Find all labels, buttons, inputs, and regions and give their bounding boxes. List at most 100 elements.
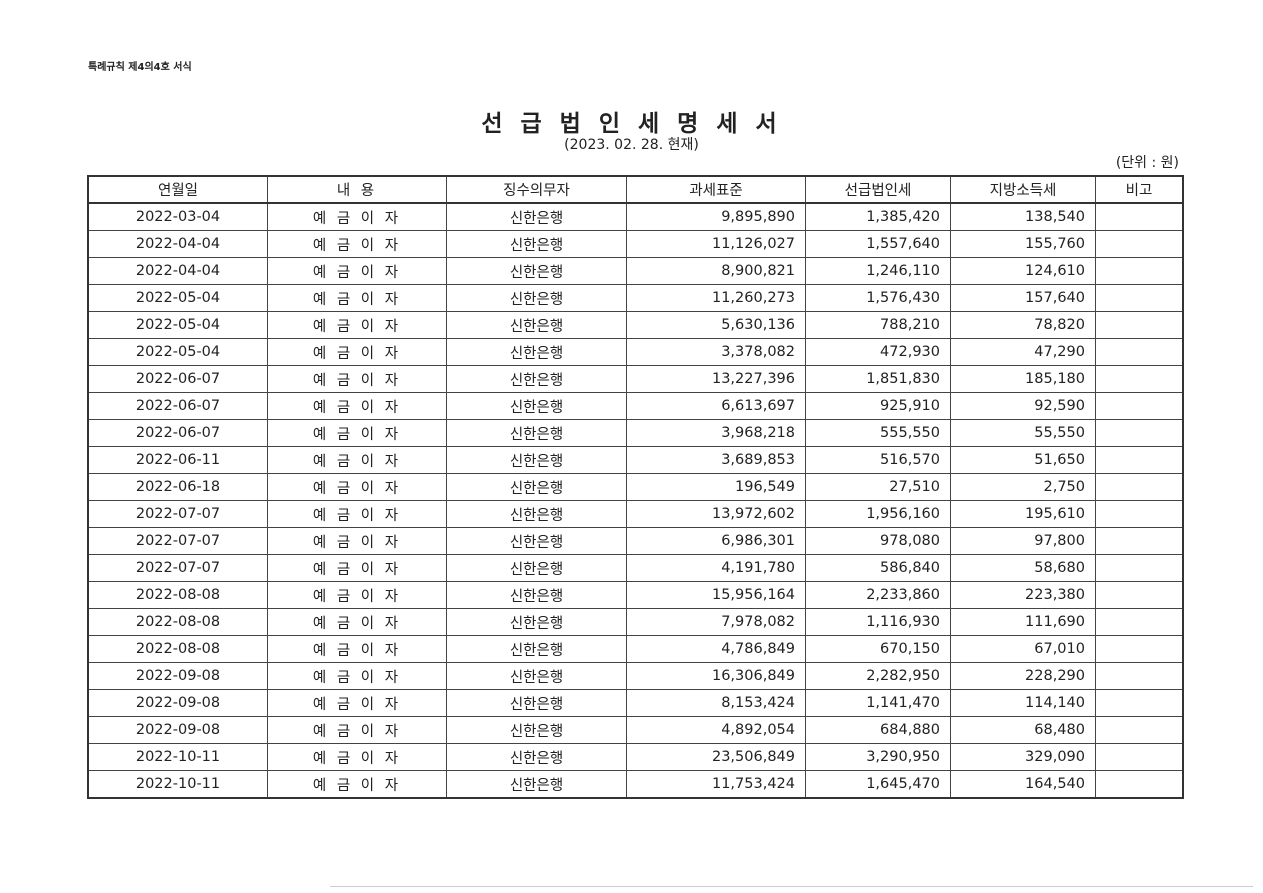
cell-tax-base: 23,506,849 (626, 743, 806, 771)
cell-remarks (1095, 527, 1184, 555)
table-row: 2022-10-11 예 금 이 자 신한은행 11,753,424 1,645,470… (87, 770, 1184, 799)
header-withholding-agent: 징수의무자 (446, 175, 627, 204)
cell-date: 2022-05-04 (87, 311, 268, 339)
cell-tax-base: 4,786,849 (626, 635, 806, 663)
cell-prepaid-corporate-tax: 684,880 (805, 716, 951, 744)
cell-local-income-tax: 67,010 (950, 635, 1096, 663)
cell-tax-base: 196,549 (626, 473, 806, 501)
cell-description: 예 금 이 자 (267, 419, 447, 447)
cell-tax-base: 15,956,164 (626, 581, 806, 609)
cell-local-income-tax: 329,090 (950, 743, 1096, 771)
cell-local-income-tax: 195,610 (950, 500, 1096, 528)
cell-tax-base: 3,968,218 (626, 419, 806, 447)
table-row: 2022-06-07 예 금 이 자 신한은행 13,227,396 1,851,830… (87, 365, 1184, 393)
cell-date: 2022-09-08 (87, 662, 268, 690)
table-row: 2022-05-04 예 금 이 자 신한은행 11,260,273 1,576,430… (87, 284, 1184, 312)
table-row: 2022-06-07 예 금 이 자 신한은행 3,968,218 555,550 55,… (87, 419, 1184, 447)
header-prepaid-corporate-tax: 선급법인세 (805, 175, 951, 204)
cell-date: 2022-05-04 (87, 284, 268, 312)
cell-description: 예 금 이 자 (267, 662, 447, 690)
cell-local-income-tax: 124,610 (950, 257, 1096, 285)
table-row: 2022-08-08 예 금 이 자 신한은행 15,956,164 2,233,860… (87, 581, 1184, 609)
cell-date: 2022-07-07 (87, 527, 268, 555)
table-row: 2022-03-04 예 금 이 자 신한은행 9,895,890 1,385,420 1… (87, 202, 1184, 231)
cell-withholding-agent: 신한은행 (446, 500, 627, 528)
cell-local-income-tax: 97,800 (950, 527, 1096, 555)
cell-remarks (1095, 311, 1184, 339)
document-subtitle: (2023. 02. 28. 현재) (564, 137, 699, 153)
cell-remarks (1095, 473, 1184, 501)
cell-local-income-tax: 164,540 (950, 770, 1096, 799)
cell-tax-base: 13,972,602 (626, 500, 806, 528)
cell-tax-base: 9,895,890 (626, 202, 806, 231)
table-header-row: 연월일 내 용 징수의무자 과세표준 선급법인세 지방소득세 비고 (87, 175, 1184, 204)
table-row: 2022-09-08 예 금 이 자 신한은행 16,306,849 2,282,950… (87, 662, 1184, 690)
cell-tax-base: 16,306,849 (626, 662, 806, 690)
cell-tax-base: 8,900,821 (626, 257, 806, 285)
cell-local-income-tax: 111,690 (950, 608, 1096, 636)
cell-local-income-tax: 68,480 (950, 716, 1096, 744)
cell-description: 예 금 이 자 (267, 230, 447, 258)
cell-description: 예 금 이 자 (267, 284, 447, 312)
cell-description: 예 금 이 자 (267, 770, 447, 799)
cell-prepaid-corporate-tax: 1,851,830 (805, 365, 951, 393)
cell-tax-base: 13,227,396 (626, 365, 806, 393)
cell-withholding-agent: 신한은행 (446, 689, 627, 717)
cell-prepaid-corporate-tax: 1,385,420 (805, 202, 951, 231)
cell-prepaid-corporate-tax: 472,930 (805, 338, 951, 366)
cell-withholding-agent: 신한은행 (446, 230, 627, 258)
cell-prepaid-corporate-tax: 2,233,860 (805, 581, 951, 609)
cell-tax-base: 3,378,082 (626, 338, 806, 366)
document-title: 선 급 법 인 세 명 세 서 (481, 111, 782, 137)
cell-remarks (1095, 635, 1184, 663)
table-row: 2022-07-07 예 금 이 자 신한은행 4,191,780 586,840 58,… (87, 554, 1184, 582)
cell-date: 2022-06-07 (87, 392, 268, 420)
cell-remarks (1095, 500, 1184, 528)
cell-prepaid-corporate-tax: 1,576,430 (805, 284, 951, 312)
cell-remarks (1095, 365, 1184, 393)
cell-date: 2022-06-07 (87, 419, 268, 447)
cell-withholding-agent: 신한은행 (446, 581, 627, 609)
table-row: 2022-06-11 예 금 이 자 신한은행 3,689,853 516,570 51,… (87, 446, 1184, 474)
cell-date: 2022-09-08 (87, 689, 268, 717)
cell-withholding-agent: 신한은행 (446, 392, 627, 420)
cell-prepaid-corporate-tax: 670,150 (805, 635, 951, 663)
cell-date: 2022-10-11 (87, 743, 268, 771)
cell-local-income-tax: 47,290 (950, 338, 1096, 366)
cell-remarks (1095, 446, 1184, 474)
cell-remarks (1095, 554, 1184, 582)
cell-withholding-agent: 신한은행 (446, 311, 627, 339)
cell-remarks (1095, 581, 1184, 609)
cell-remarks (1095, 608, 1184, 636)
cell-remarks (1095, 770, 1184, 799)
cell-local-income-tax: 223,380 (950, 581, 1096, 609)
cell-prepaid-corporate-tax: 1,956,160 (805, 500, 951, 528)
cell-description: 예 금 이 자 (267, 365, 447, 393)
cell-withholding-agent: 신한은행 (446, 554, 627, 582)
cell-withholding-agent: 신한은행 (446, 365, 627, 393)
table-row: 2022-09-08 예 금 이 자 신한은행 8,153,424 1,141,470 1… (87, 689, 1184, 717)
cell-withholding-agent: 신한은행 (446, 527, 627, 555)
cell-date: 2022-06-11 (87, 446, 268, 474)
cell-date: 2022-07-07 (87, 554, 268, 582)
form-label: 특례규칙 제4의4호 서식 (88, 62, 192, 73)
cell-local-income-tax: 114,140 (950, 689, 1096, 717)
cell-prepaid-corporate-tax: 1,141,470 (805, 689, 951, 717)
table-row: 2022-08-08 예 금 이 자 신한은행 4,786,849 670,150 67,… (87, 635, 1184, 663)
cell-date: 2022-08-08 (87, 581, 268, 609)
table-row: 2022-05-04 예 금 이 자 신한은행 5,630,136 788,210 78,… (87, 311, 1184, 339)
cell-withholding-agent: 신한은행 (446, 419, 627, 447)
cell-remarks (1095, 392, 1184, 420)
cell-date: 2022-09-08 (87, 716, 268, 744)
cell-withholding-agent: 신한은행 (446, 635, 627, 663)
cell-description: 예 금 이 자 (267, 689, 447, 717)
cell-withholding-agent: 신한은행 (446, 743, 627, 771)
cell-prepaid-corporate-tax: 925,910 (805, 392, 951, 420)
cell-remarks (1095, 230, 1184, 258)
cell-description: 예 금 이 자 (267, 527, 447, 555)
cell-date: 2022-08-08 (87, 608, 268, 636)
cell-description: 예 금 이 자 (267, 446, 447, 474)
cell-description: 예 금 이 자 (267, 338, 447, 366)
cell-withholding-agent: 신한은행 (446, 662, 627, 690)
cell-local-income-tax: 92,590 (950, 392, 1096, 420)
